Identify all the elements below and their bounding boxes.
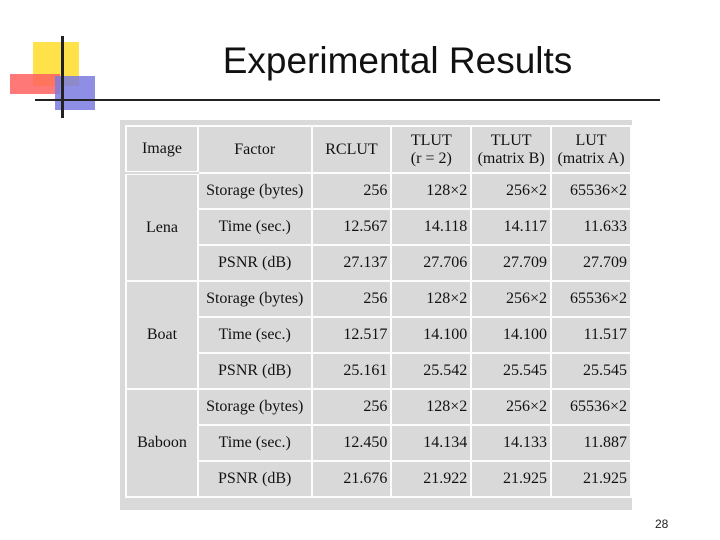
value-cell: 256 [310, 172, 393, 210]
value-cell: 14.117 [470, 208, 553, 246]
red-bar [10, 74, 60, 94]
value-cell: 27.709 [470, 244, 553, 282]
data-row: Time (sec.) 12.517 14.100 14.100 11.517 [126, 316, 632, 354]
value-cell: 65536×2 [550, 280, 632, 318]
value-cell: 256×2 [470, 172, 553, 210]
value-cell: 27.706 [390, 244, 473, 282]
header-text: Image [141, 140, 182, 157]
table-image: Image Factor RCLUT TLUT (r = 2) TLUT (matrix B… [120, 120, 632, 510]
value-cell: 14.100 [470, 316, 553, 354]
value-cell: 128×2 [390, 280, 473, 318]
image-cell: Boat [125, 280, 199, 390]
value-cell: 14.100 [390, 316, 473, 354]
value-cell: 25.161 [310, 352, 393, 390]
vertical-rule [61, 36, 64, 118]
value-cell: 21.925 [550, 460, 632, 498]
value-cell: 12.450 [310, 424, 393, 462]
data-row: PSNR (dB) 25.161 25.542 25.545 25.545 [126, 352, 632, 390]
value-cell: 11.887 [550, 424, 632, 462]
value-cell: 12.517 [310, 316, 393, 354]
header-text: RCLUT [325, 140, 378, 158]
value-cell: 14.133 [470, 424, 553, 462]
header-text: TLUT [490, 131, 532, 149]
value-cell: 256×2 [470, 388, 553, 426]
data-row: Time (sec.) 12.450 14.134 14.133 11.887 [126, 424, 632, 462]
value-cell: 65536×2 [550, 172, 632, 210]
header-cell: RCLUT [310, 125, 393, 174]
header-cell: TLUT (r = 2) [390, 125, 473, 174]
image-cell: Lena [125, 172, 199, 282]
header-text: Factor [234, 140, 276, 158]
factor-cell: Storage (bytes) [196, 280, 313, 318]
value-cell: 11.517 [550, 316, 632, 354]
data-row: Time (sec.) 12.567 14.118 14.117 11.633 [126, 208, 632, 246]
header-cell: Factor [196, 125, 313, 174]
value-cell: 25.545 [470, 352, 553, 390]
factor-cell: PSNR (dB) [196, 352, 313, 390]
value-cell: 65536×2 [550, 388, 632, 426]
factor-cell: PSNR (dB) [196, 244, 313, 282]
value-cell: 256 [310, 280, 393, 318]
value-cell: 21.922 [390, 460, 473, 498]
page-number: 28 [655, 517, 669, 531]
value-cell: 25.542 [390, 352, 473, 390]
data-row: PSNR (dB) 27.137 27.706 27.709 27.709 [126, 244, 632, 282]
value-cell: 14.134 [390, 424, 473, 462]
factor-cell: Time (sec.) [196, 424, 313, 462]
value-cell: 11.633 [550, 208, 632, 246]
value-cell: 21.925 [470, 460, 553, 498]
data-row: Boat Storage (bytes) 256 128×2 256×2 65536×2 [125, 280, 632, 390]
header-text: (r = 2) [410, 149, 452, 167]
value-cell: 128×2 [390, 388, 473, 426]
header-text: (matrix A) [557, 149, 625, 167]
data-row: PSNR (dB) 21.676 21.922 21.925 21.925 [126, 460, 632, 498]
horizontal-rule [35, 99, 660, 101]
factor-cell: PSNR (dB) [196, 460, 313, 498]
header-text: TLUT [410, 131, 452, 149]
slide-title: Experimental Results [222, 40, 573, 81]
value-cell: 25.545 [550, 352, 632, 390]
value-cell: 27.709 [550, 244, 632, 282]
factor-cell: Time (sec.) [196, 208, 313, 246]
value-cell: 12.567 [310, 208, 393, 246]
factor-cell: Storage (bytes) [196, 388, 313, 426]
header-text: LUT [575, 131, 607, 149]
image-cell: Baboon [125, 388, 199, 498]
factor-cell: Time (sec.) [196, 316, 313, 354]
value-cell: 21.676 [310, 460, 393, 498]
value-cell: 27.137 [310, 244, 393, 282]
value-cell: 256 [310, 388, 393, 426]
header-row: Image Factor RCLUT TLUT (r = 2) TLUT (matrix B… [125, 125, 632, 175]
data-row: Lena Storage (bytes) 256 128×2 256×2 65536×2 [125, 172, 632, 282]
header-text: (matrix B) [477, 149, 545, 167]
value-cell: 128×2 [390, 172, 473, 210]
value-cell: 256×2 [470, 280, 553, 318]
factor-cell: Storage (bytes) [196, 172, 313, 210]
header-cell: LUT (matrix A) [550, 125, 632, 174]
data-row: Baboon Storage (bytes) 256 128×2 256×2 65536×… [125, 388, 632, 498]
header-cell: Image [125, 125, 199, 175]
header-cell: TLUT (matrix B) [470, 125, 553, 174]
value-cell: 14.118 [390, 208, 473, 246]
results-table: Image Factor RCLUT TLUT (r = 2) TLUT (matrix B… [125, 125, 632, 498]
